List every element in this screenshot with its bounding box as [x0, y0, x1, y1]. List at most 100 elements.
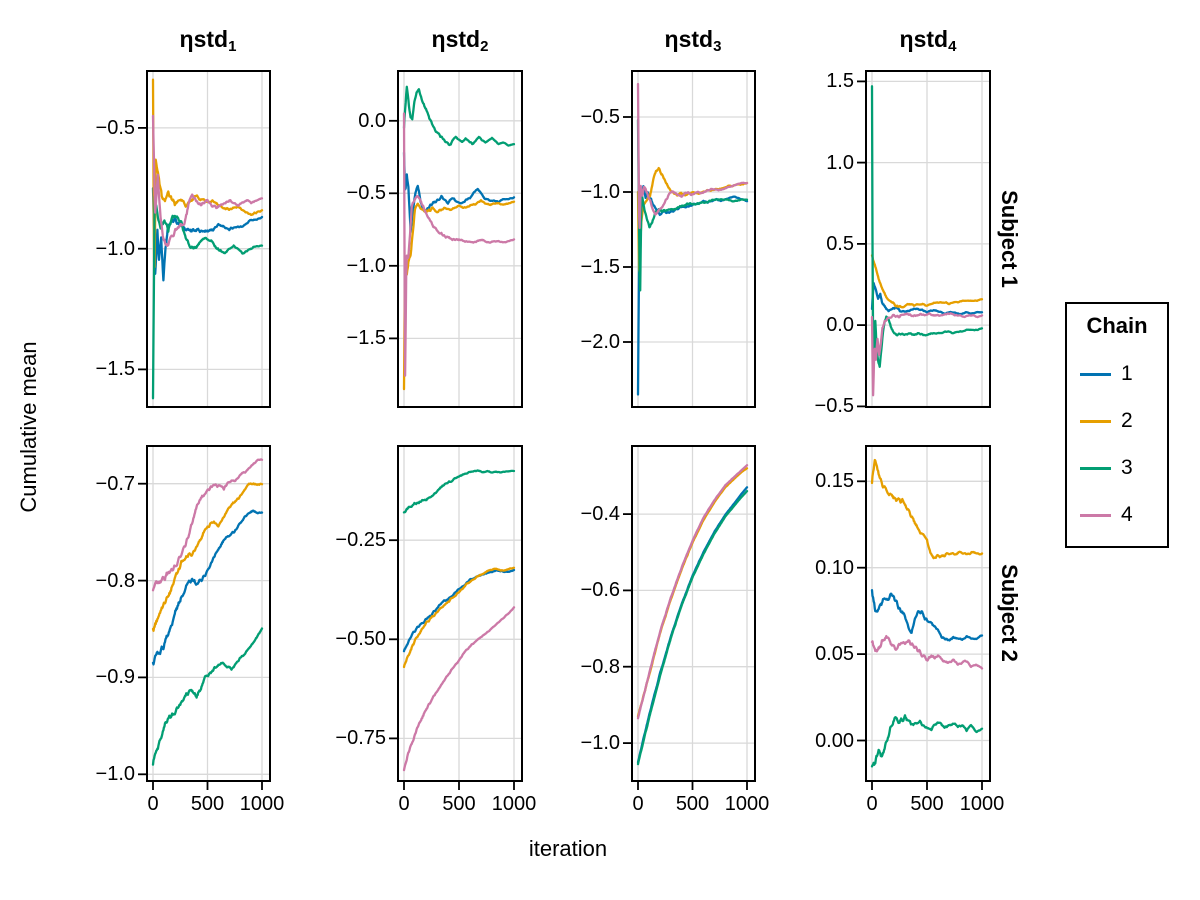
x-tick-label: 500 [442, 793, 476, 815]
column-title-base: ηstd [179, 26, 229, 52]
column-title-subscript: 3 [713, 38, 722, 55]
plot-area [389, 445, 523, 790]
y-tick-label: 0.15 [815, 470, 854, 493]
column-title-subscript: 1 [228, 38, 237, 55]
plot-area [857, 445, 991, 790]
y-tick-label: 0.0 [826, 314, 854, 337]
y-tick-label: −0.25 [335, 529, 386, 552]
column-title-1: ηstd1 [123, 26, 293, 55]
chain-line-2 [870, 254, 984, 309]
y-tick-label: −0.5 [814, 395, 854, 418]
chain-line-3 [402, 85, 516, 147]
chain-line-3 [151, 627, 264, 766]
axis-border [146, 445, 271, 782]
column-title-base: ηstd [664, 26, 714, 52]
chain-line-2 [402, 199, 516, 391]
chain-line-4 [636, 82, 749, 230]
column-title-subscript: 4 [948, 38, 957, 55]
axis-border [865, 70, 991, 408]
y-tick-label: −0.8 [95, 569, 135, 592]
plot-panel-subject-2-ηstd3: −0.4 −0.6 −0.8 −1.0 0 500 1000 [581, 445, 769, 815]
chain-line-3 [636, 118, 749, 292]
plot-area [138, 445, 271, 790]
plot-area [623, 70, 756, 408]
x-axis-label: iteration [528, 836, 608, 861]
chain-line-1 [151, 509, 264, 666]
plot-area [623, 445, 756, 790]
plot-panel-subject-1-ηstd2: 0.0 −0.5 −1.0 −1.5 [347, 70, 523, 408]
legend-line-sample [1080, 419, 1111, 423]
chain-line-1 [402, 568, 516, 653]
legend-item-label: 3 [1121, 456, 1133, 479]
chain-line-4 [870, 634, 984, 670]
legend-line-sample [1080, 466, 1111, 470]
x-tick-label: 0 [398, 793, 410, 815]
x-tick-label: 1000 [724, 793, 770, 815]
y-tick-label: −1.0 [580, 732, 620, 755]
y-tick-label: −1.0 [346, 254, 386, 277]
column-title-base: ηstd [431, 26, 481, 52]
axis-border [865, 445, 991, 782]
row-label-subject-1: Subject 1 [997, 190, 1022, 288]
plot-area [857, 70, 991, 408]
chain-line-2 [151, 482, 264, 632]
y-tick-label: −1.5 [346, 327, 386, 350]
x-tick-label: 0 [147, 793, 159, 815]
plot-panel-subject-2-ηstd2: −0.25 −0.50 −0.75 0 500 1000 [335, 445, 536, 815]
chain-line-3 [870, 85, 984, 368]
y-tick-label: 0.05 [815, 643, 854, 666]
chain-line-3 [870, 714, 984, 768]
y-tick-label: 1.0 [826, 151, 854, 174]
chain-line-4 [636, 464, 749, 720]
axis-border [631, 70, 756, 408]
column-title-subscript: 2 [480, 38, 489, 55]
y-tick-label: 0.00 [815, 729, 854, 752]
plot-panel-subject-2-ηstd1: −0.7 −0.8 −0.9 −1.0 0 500 1000 [96, 445, 284, 815]
x-tick-label: 0 [632, 793, 644, 815]
y-tick-label: −0.5 [580, 105, 620, 128]
chain-line-2 [402, 566, 516, 669]
chain-line-3 [151, 195, 264, 400]
y-tick-label: −0.9 [95, 666, 135, 689]
legend-item-label: 4 [1121, 503, 1133, 526]
y-tick-label: −2.0 [580, 330, 620, 353]
chain-line-4 [151, 458, 264, 592]
chain-line-4 [870, 312, 984, 397]
chain-line-2 [636, 166, 749, 274]
x-tick-label: 500 [190, 793, 225, 815]
y-tick-label: −0.8 [580, 655, 620, 678]
legend-line-sample [1080, 513, 1111, 517]
legend-item-label: 1 [1121, 362, 1133, 385]
plot-area [389, 70, 523, 408]
y-tick-label: −1.0 [580, 180, 620, 203]
y-tick-label: −0.75 [335, 727, 386, 750]
y-tick-label: 0.5 [826, 232, 854, 255]
legend-title: Chain [1086, 313, 1148, 338]
plot-panel-subject-1-ηstd3: −0.5 −1.0 −1.5 −2.0 [581, 70, 756, 408]
y-tick-label: −1.5 [580, 255, 620, 278]
axis-border [146, 70, 271, 408]
legend-box: Chain 1 2 3 4 [1065, 302, 1169, 548]
y-tick-label: 0.0 [358, 109, 386, 132]
chain-line-2 [870, 458, 984, 560]
chain-line-4 [402, 112, 516, 377]
chain-line-1 [870, 589, 984, 642]
x-tick-label: 1000 [491, 793, 537, 815]
plot-panel-subject-1-ηstd1: −0.5 −1.0 −1.5 [96, 70, 271, 408]
axis-border [397, 70, 523, 408]
legend-item-chain-2: 2 [1080, 409, 1167, 433]
legend-line-sample [1080, 372, 1111, 376]
y-tick-label: −1.0 [95, 237, 135, 260]
x-tick-label: 0 [866, 793, 878, 815]
chain-line-3 [636, 489, 749, 766]
axis-border [631, 445, 756, 782]
plot-panel-subject-1-ηstd4: 1.5 1.0 0.5 0.0 −0.5 [815, 70, 991, 417]
x-tick-label: 500 [675, 793, 710, 815]
x-tick-label: 500 [910, 793, 944, 815]
legend-item-chain-3: 3 [1080, 456, 1167, 480]
axis-border [397, 445, 523, 782]
x-tick-label: 1000 [959, 793, 1005, 815]
chain-line-4 [402, 606, 516, 772]
y-tick-label: −0.50 [335, 628, 386, 651]
